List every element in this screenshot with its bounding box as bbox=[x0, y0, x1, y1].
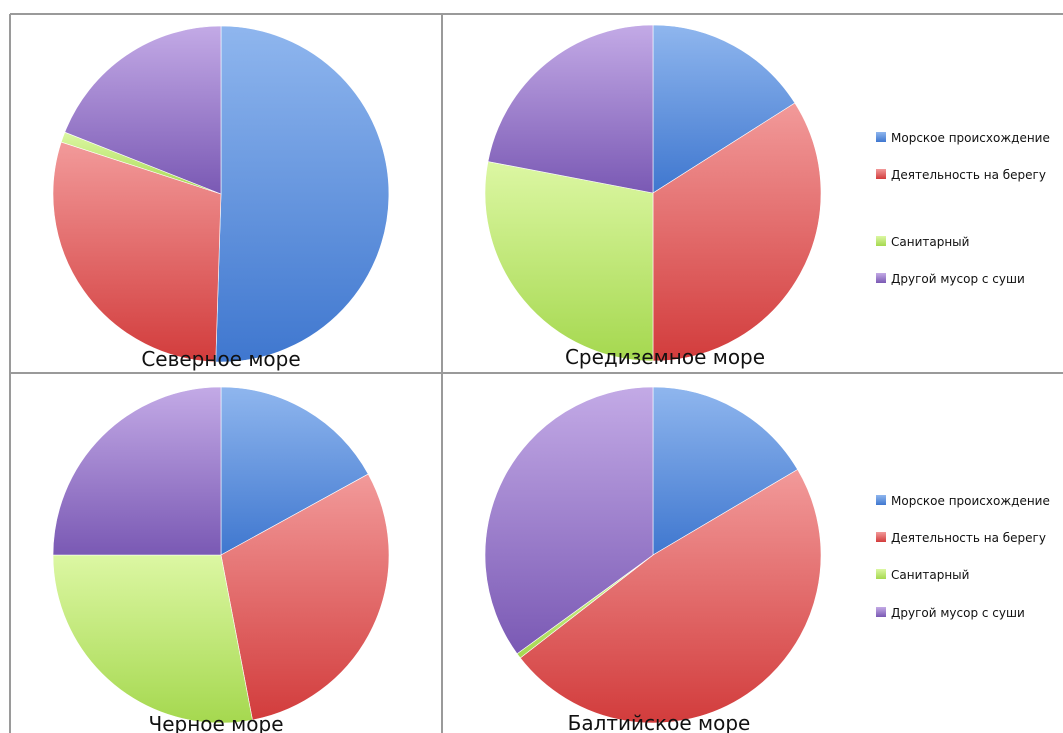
chart-frame bbox=[9, 13, 1063, 733]
legend-label-land: Другой мусор с суши bbox=[891, 606, 1025, 620]
pie-slice-sanitary bbox=[52, 554, 253, 724]
pie-slice-land bbox=[52, 386, 222, 556]
pie-panel-north-sea: Северное море bbox=[52, 25, 390, 371]
legend-swatch-land bbox=[876, 273, 886, 283]
pie-title-baltic-sea: Балтийское море bbox=[568, 711, 751, 733]
legend-swatch-marine bbox=[876, 132, 886, 142]
pie-slice-marine bbox=[220, 386, 369, 556]
pie-panel-baltic-sea: Балтийское море bbox=[484, 386, 822, 733]
pie-slice-land bbox=[64, 25, 222, 195]
pie-slice-sanitary bbox=[484, 161, 654, 362]
legend-label-sanitary: Санитарный bbox=[891, 235, 969, 249]
pie-slice-shore bbox=[52, 141, 222, 363]
pie-slice-marine bbox=[652, 386, 799, 556]
pie-slice-shore bbox=[652, 102, 822, 362]
legend-swatch-sanitary bbox=[876, 236, 886, 246]
legend-label-shore: Деятельность на берегу bbox=[891, 168, 1046, 182]
legend-top: Морское происхождение Деятельность на бе… bbox=[876, 131, 1050, 286]
legend-swatch-sanitary bbox=[876, 569, 886, 579]
legend-label-marine: Морское происхождение bbox=[891, 494, 1050, 508]
legend-swatch-shore bbox=[876, 169, 886, 179]
pie-title-north-sea: Северное море bbox=[141, 347, 300, 371]
pie-slice-shore bbox=[519, 469, 822, 724]
legend-swatch-marine bbox=[876, 495, 886, 505]
legend-label-shore: Деятельность на берегу bbox=[891, 531, 1046, 545]
legend-swatch-land bbox=[876, 607, 886, 617]
pie-slice-marine bbox=[215, 25, 390, 363]
pie-title-black-sea: Черное море bbox=[148, 712, 283, 733]
pie-title-mediterranean-sea: Средиземное море bbox=[565, 345, 765, 369]
pie-panel-black-sea: Черное море bbox=[52, 386, 390, 733]
legend-bottom: Морское происхождение Деятельность на бе… bbox=[876, 494, 1050, 620]
pie-slice-land bbox=[484, 386, 654, 655]
legend-label-sanitary: Санитарный bbox=[891, 568, 969, 582]
pie-slice-land bbox=[487, 24, 654, 194]
pie-panel-mediterranean-sea: Средиземное море bbox=[484, 24, 822, 369]
legend-label-marine: Морское происхождение bbox=[891, 131, 1050, 145]
pie-slice-marine bbox=[652, 24, 796, 194]
pie-slice-shore bbox=[220, 473, 390, 721]
legend-swatch-shore bbox=[876, 532, 886, 542]
legend-label-land: Другой мусор с суши bbox=[891, 272, 1025, 286]
